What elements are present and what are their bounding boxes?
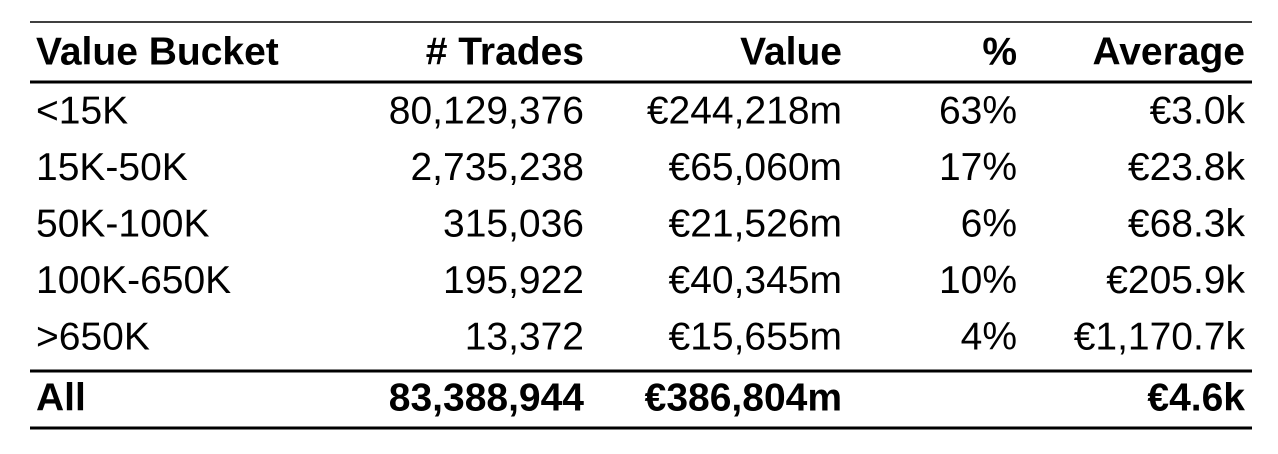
cell: 4%: [961, 315, 1017, 358]
cell: 15K-50K: [36, 146, 188, 189]
total-cell: 83,388,944: [389, 376, 585, 419]
cell: 6%: [961, 202, 1017, 245]
cell: 315,036: [443, 202, 584, 245]
cell: €40,345m: [669, 259, 842, 302]
cell: €3.0k: [1150, 89, 1246, 132]
cell: 195,922: [443, 259, 584, 302]
header-cell: # Trades: [426, 30, 584, 73]
cell: 63%: [939, 89, 1017, 132]
header-cell: Value Bucket: [36, 30, 279, 73]
cell: €15,655m: [669, 315, 842, 358]
cell: €21,526m: [669, 202, 842, 245]
cell: >650K: [36, 315, 150, 358]
cell: €244,218m: [647, 89, 842, 132]
cell: €1,170.7k: [1074, 315, 1246, 358]
header-cell: Value: [740, 30, 842, 73]
header-cell: Average: [1093, 30, 1245, 73]
cell: <15K: [36, 89, 128, 132]
cell: 17%: [939, 146, 1017, 189]
cell: 100K-650K: [36, 259, 231, 302]
cell: €68.3k: [1128, 202, 1246, 245]
cell: €205.9k: [1106, 259, 1245, 302]
cell: 13,372: [465, 315, 584, 358]
total-cell: €4.6k: [1147, 376, 1245, 419]
total-cell: All: [36, 376, 86, 419]
cell: 10%: [939, 259, 1017, 302]
cell: 2,735,238: [410, 146, 584, 189]
header-cell: %: [982, 30, 1017, 73]
cell: €23.8k: [1128, 146, 1246, 189]
total-cell: €386,804m: [645, 376, 842, 419]
cell: €65,060m: [669, 146, 842, 189]
cell: 80,129,376: [389, 89, 584, 132]
cell: 50K-100K: [36, 202, 209, 245]
